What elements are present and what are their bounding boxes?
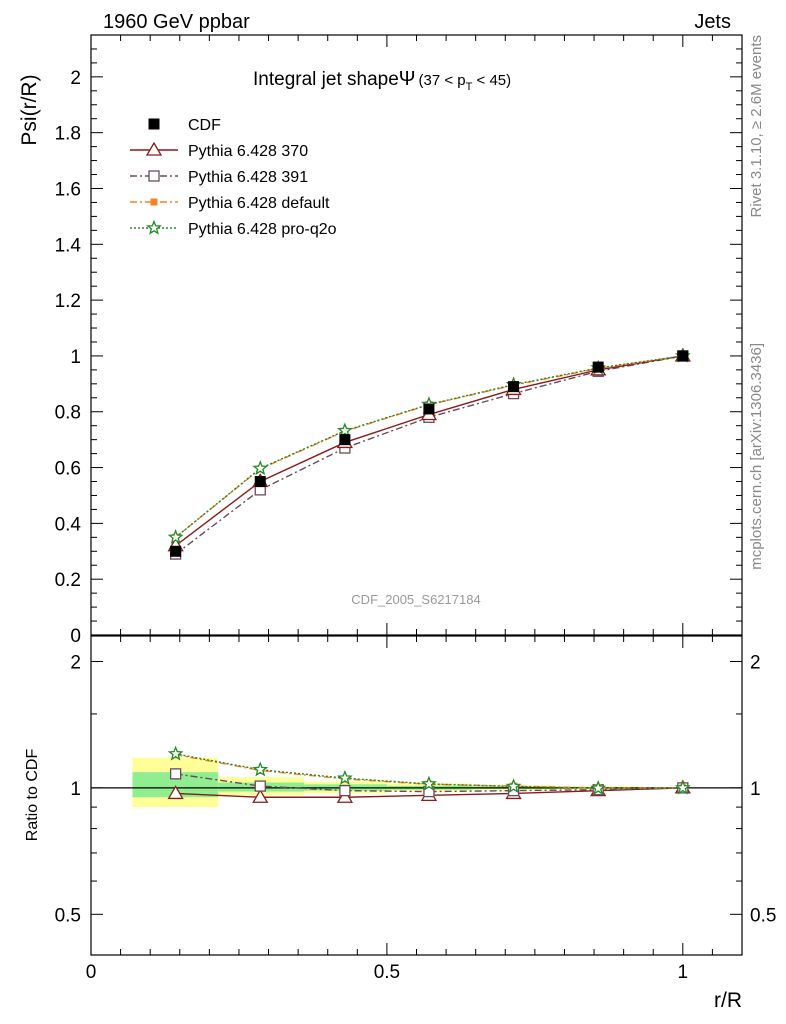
ratio-y-tick-label-right: 2 [750,652,761,673]
title-range-close: < 45) [472,72,511,89]
ratio-y-tick-label-right: 0.5 [750,905,776,926]
chart-title: Integral jet shapeΨ (37 < pT < 45) [253,68,511,93]
main-series-line [175,355,683,547]
ratio-data-point [674,779,691,795]
y-tick-label: 0.8 [55,403,81,424]
legend: CDF Pythia 6.428 370 Pythia 6.428 391 Pythi… [130,117,337,238]
ratio-data-point [167,745,184,761]
ratio-y-tick-label: 0.5 [55,905,81,926]
main-data-point [167,529,184,545]
rivet-label: Rivet 3.1.10, ≥ 2.6M events [748,35,765,218]
header-left: 1960 GeV ppbar [103,11,250,33]
main-series-line [175,355,683,538]
main-data-point [337,422,353,438]
main-data-point [252,460,269,476]
legend-label: Pythia 6.428 370 [188,143,308,160]
main-data-point [677,350,689,362]
y-tick-label: 0.2 [55,570,81,591]
title-range-sub: T [466,81,473,93]
y-tick-label: 1.4 [55,235,82,256]
ratio-data-point [590,779,607,795]
legend-label: Pythia 6.428 391 [188,169,308,186]
ratio-data-point [339,785,351,797]
title-range-open: (37 < p [418,72,465,89]
ratio-y-tick-label: 2 [70,652,81,673]
main-series-line [175,355,683,538]
x-tick-label: 0.5 [374,962,400,983]
legend-marker [150,198,158,206]
legend-label: Pythia 6.428 pro-q2o [188,221,337,238]
ratio-ylabel: Ratio to CDF [24,749,41,842]
ratio-data-point [169,768,182,780]
x-tick-label: 0 [86,962,97,983]
legend-marker [145,141,163,156]
main-data-point [170,545,182,557]
y-tick-label: 1.6 [55,179,81,200]
ratio-data-point [167,785,184,800]
legend-marker [148,118,160,130]
ratio-bands [132,757,642,808]
title-symbol: Ψ [399,68,416,90]
ratio-frame [90,635,743,956]
y-tick-label: 2 [70,68,81,89]
x-axis-label: r/R [714,989,742,1012]
main-axes: 0 0.2 0.4 0.6 0.8 1 1.2 1.4 1.6 1.8 2 [55,35,743,647]
ratio-data-point [421,775,437,791]
main-data-point [508,381,520,393]
ratio-data-point [337,769,353,785]
main-panel: 0 0.2 0.4 0.6 0.8 1 1.2 1.4 1.6 1.8 2 CDF_2005_S62… [18,34,743,647]
main-data-point [254,476,266,488]
watermark: CDF_2005_S6217184 [351,592,480,607]
y-tick-label: 1 [70,347,81,368]
ratio-data-point [252,788,269,803]
y-tick-label: 0.6 [55,459,81,480]
ratio-y-tick-label-right: 1 [750,779,761,800]
y-tick-label: 0.4 [55,514,82,535]
y-tick-label: 1.2 [55,291,81,312]
x-tick-label: 1 [678,962,689,983]
main-data-point [423,403,435,415]
legend-marker [148,170,160,182]
y-tick-label: 1.8 [55,124,81,145]
legend-marker [146,219,162,235]
main-series-line [175,355,683,555]
ratio-data-point [252,761,269,777]
y-tick-label: 0 [70,626,81,647]
main-data-point [339,434,351,446]
ratio-panel: 0.5 0.5 1 1 2 2 0 0.5 1 Ratio to CDF r/R [24,635,776,1012]
ratio-series [167,745,691,803]
ratio-y-tick-label: 1 [70,779,81,800]
header-right: Jets [694,11,731,33]
ratio-axes: 0.5 0.5 1 1 2 2 0 0.5 1 [55,636,776,983]
ratio-data-point [254,780,266,792]
ratio-data-point [505,778,522,794]
title-main: Integral jet shape [253,69,399,90]
mcplots-label: mcplots.cern.ch [arXiv:1306.3436] [748,343,765,570]
legend-label: Pythia 6.428 default [188,195,330,212]
main-frame [90,34,743,636]
legend-label: CDF [188,117,221,134]
main-series [167,347,691,560]
main-data-point [592,361,604,373]
main-ylabel: Psi(r/R) [18,74,41,145]
